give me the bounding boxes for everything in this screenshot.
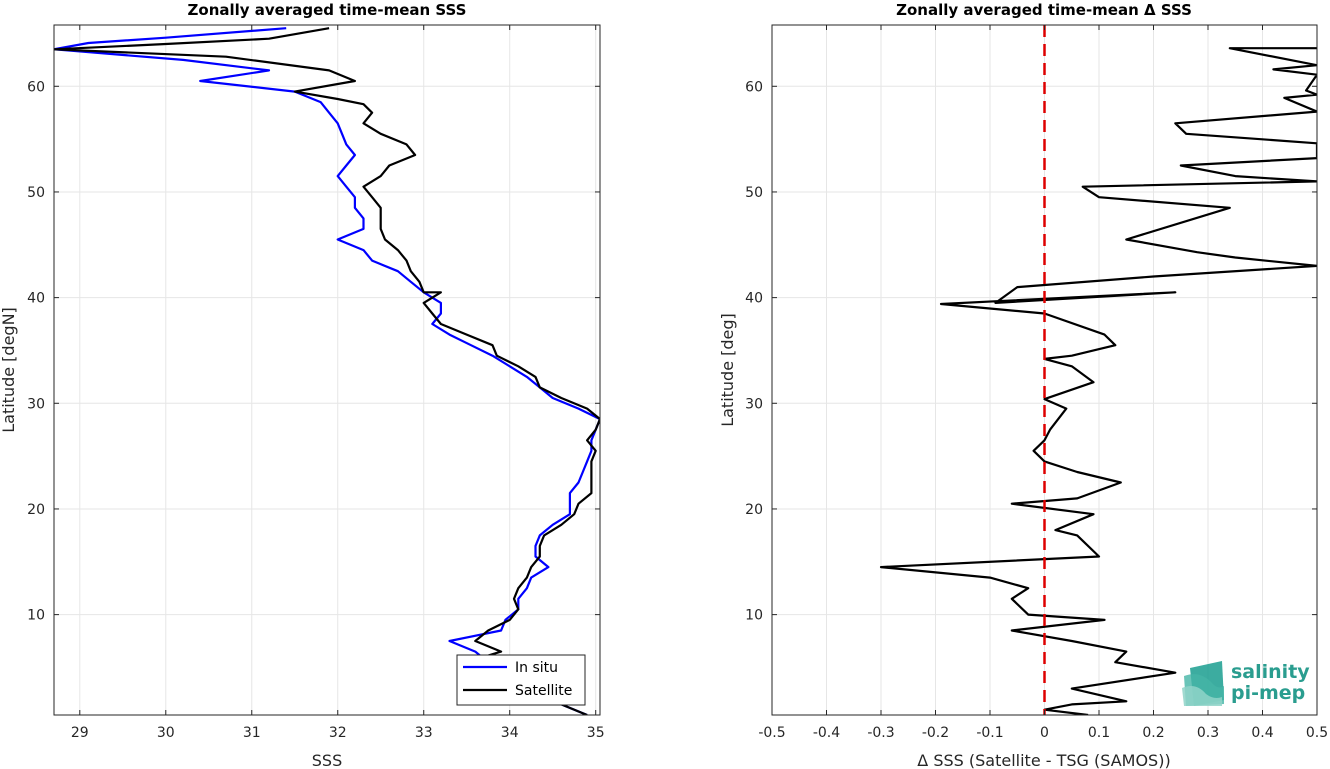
delta-sss-plot-area [879, 25, 1317, 715]
sss-y-tick-label: 10 [27, 608, 45, 624]
delta-sss-x-tick-label: -0.4 [813, 725, 840, 741]
sss-y-tick-label: 20 [27, 502, 45, 518]
sss-y-tick-label: 40 [27, 291, 45, 307]
sss-tick-labels: 29 30 31 32 33 34 35 10 20 30 40 50 60 [27, 25, 605, 741]
delta-sss-y-tick-label: 10 [745, 608, 763, 624]
delta-sss-x-tick-label: 0.4 [1251, 725, 1273, 741]
delta-sss-panel: -0.5 -0.4 -0.3 -0.2 -0.1 0 0.1 0.2 0.3 0.4 0.5 10 20… [718, 1, 1328, 769]
sss-gridlines [54, 25, 600, 715]
delta-sss-y-tick-label: 20 [745, 502, 763, 518]
logo-text-salinity: salinity [1231, 661, 1310, 683]
sss-y-tick-label: 50 [27, 185, 45, 201]
delta-sss-x-tick-label: 0 [1040, 725, 1049, 741]
delta-sss-chart-title: Zonally averaged time-mean Δ SSS [896, 1, 1192, 19]
delta-sss-y-tick-label: 60 [745, 79, 763, 95]
sss-x-tick-label: 30 [157, 725, 175, 741]
delta-sss-y-tick-label: 50 [745, 185, 763, 201]
delta-sss-y-tick-label: 30 [745, 396, 763, 412]
sss-x-tick-label: 31 [243, 725, 261, 741]
delta-sss-x-tick-label: 0.5 [1306, 725, 1328, 741]
sss-y-tick-label: 60 [27, 79, 45, 95]
sss-x-axis-label: SSS [312, 751, 342, 769]
delta-sss-y-axis-label: Latitude [deg] [718, 313, 737, 427]
delta-sss-x-tick-label: -0.3 [867, 725, 894, 741]
sss-axes-frame [53, 24, 601, 716]
sss-plot-area [54, 27, 600, 715]
delta-sss-x-tick-label: -0.2 [922, 725, 949, 741]
delta-sss-x-tick-label: 0.3 [1197, 725, 1219, 741]
sss-chart-title: Zonally averaged time-mean SSS [188, 1, 467, 19]
delta-sss-x-tick-label: -0.1 [976, 725, 1003, 741]
legend-label-in-situ: In situ [515, 660, 558, 676]
wave-logo-icon [1182, 661, 1224, 706]
legend-label-satellite: Satellite [515, 683, 572, 699]
legend-box [456, 654, 586, 706]
logo-text-pi-mep: pi-mep [1231, 682, 1305, 704]
delta-sss-x-tick-label: 0.2 [1142, 725, 1164, 741]
delta-sss-x-tick-label: 0.1 [1088, 725, 1110, 741]
sss-panel: 29 30 31 32 33 34 35 10 20 30 40 50 60 Zonally avera… [0, 1, 605, 769]
delta-sss-x-axis-label: Δ SSS (Satellite - TSG (SAMOS)) [917, 751, 1170, 769]
delta-sss-y-tick-label: 40 [745, 291, 763, 307]
delta-sss-x-tick-label: -0.5 [758, 725, 785, 741]
salinity-pi-mep-logo: salinity pi-mep [1182, 661, 1310, 706]
sss-x-tick-label: 35 [587, 725, 605, 741]
sss-legend: In situ Satellite [456, 654, 586, 706]
sss-x-tick-label: 34 [501, 725, 519, 741]
sss-x-tick-label: 33 [415, 725, 433, 741]
sss-y-tick-label: 30 [27, 396, 45, 412]
sss-series-line-in-situ [54, 27, 600, 715]
sss-x-tick-label: 32 [329, 725, 347, 741]
sss-x-tick-label: 29 [71, 725, 89, 741]
sss-y-axis-label: Latitude [degN] [0, 307, 18, 433]
sss-series-line-satellite [54, 27, 600, 715]
delta-sss-tick-labels: -0.5 -0.4 -0.3 -0.2 -0.1 0 0.1 0.2 0.3 0.4 0.5 10 20… [745, 25, 1328, 741]
